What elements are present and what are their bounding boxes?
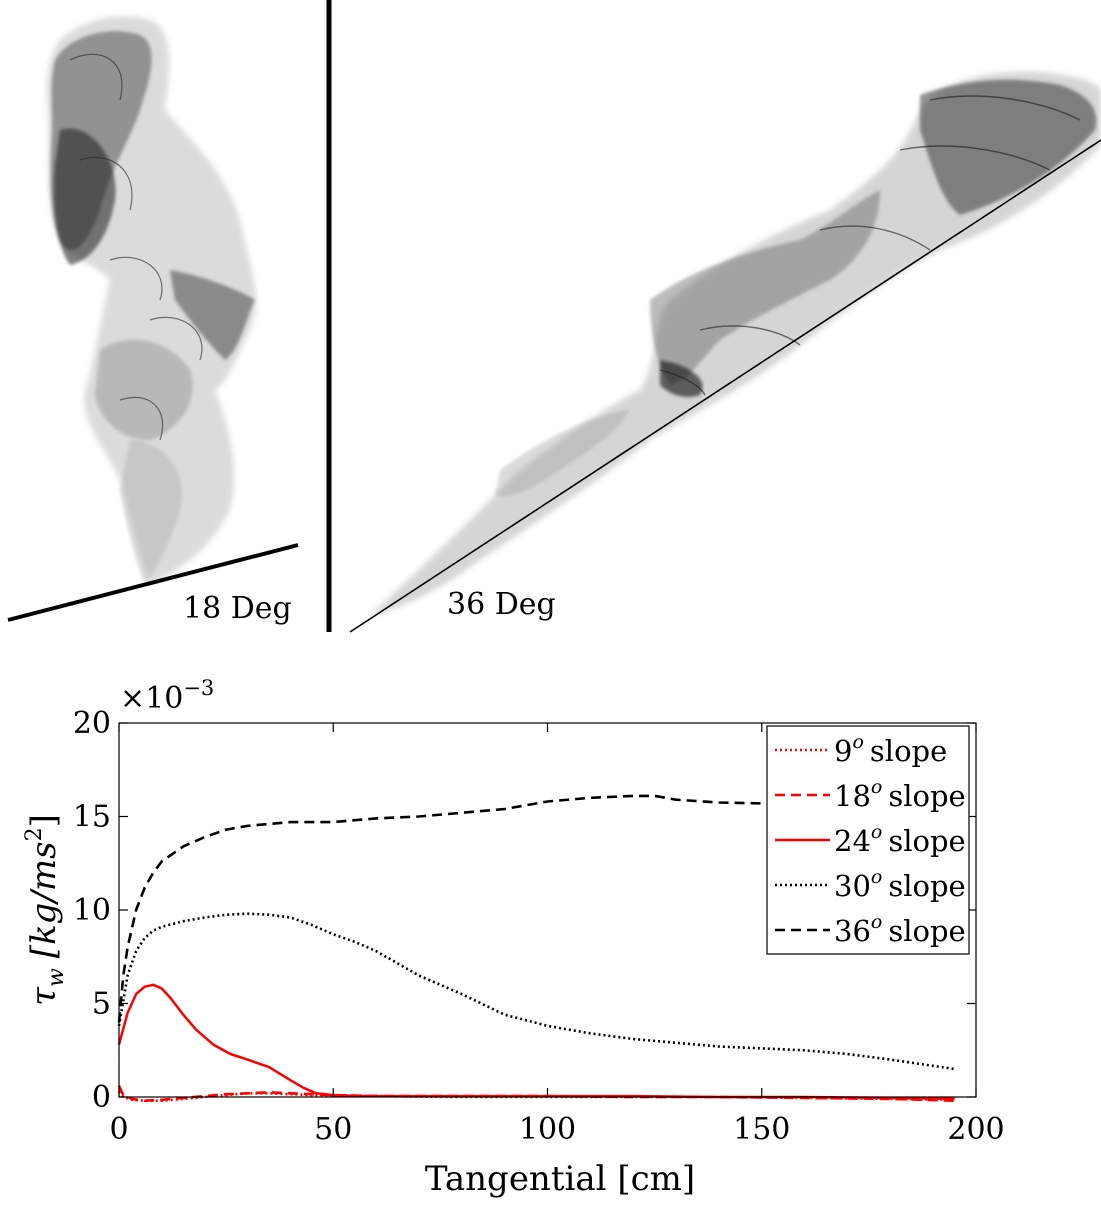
- legend-degree-value: 24: [834, 824, 871, 858]
- legend-slope-text: slope: [888, 824, 965, 858]
- exponent-base: ×10: [120, 681, 183, 716]
- legend-degree-value: 18: [834, 779, 871, 813]
- y-axis-symbol: τ: [24, 986, 64, 1006]
- legend-slope-text: slope: [888, 869, 965, 903]
- series-line-30-deg: [117, 912, 955, 1071]
- y-axis-units-close: ]: [24, 814, 64, 827]
- legend-degree-mark: o: [871, 911, 882, 933]
- x-tick-label: 100: [519, 1112, 576, 1147]
- x-tick-label: 150: [733, 1112, 790, 1147]
- x-tick-label: 50: [314, 1112, 352, 1147]
- legend-label-9-deg: 9o slope: [834, 731, 947, 768]
- shear-stress-chart: 0 50 100 150 200 0 5 10 15 20 ×10−3 Tangential […: [22, 676, 1005, 1199]
- y-tick-label: 0: [92, 1080, 111, 1115]
- legend-label-36-deg: 36o slope: [834, 911, 966, 948]
- y-tick-label: 10: [73, 893, 111, 928]
- legend-label-24-deg: 24o slope: [834, 821, 966, 858]
- exponent-label: ×10−3: [120, 676, 214, 716]
- y-tick-label: 20: [73, 706, 111, 741]
- legend-degree-value: 30: [834, 869, 871, 903]
- x-tick-label: 0: [109, 1112, 128, 1147]
- y-tick-label: 15: [73, 800, 111, 835]
- series-line-24-deg: [117, 983, 955, 1101]
- legend-slope-text: slope: [888, 779, 965, 813]
- y-axis-units-superscript: 2: [22, 827, 47, 841]
- x-axis-label: Tangential [cm]: [425, 1159, 695, 1199]
- plume-36-deg-illustration: [370, 71, 1101, 615]
- slope-line-36-deg: [349, 139, 1101, 633]
- legend-degree-mark: o: [852, 731, 863, 753]
- right-plume-panel: 36 Deg: [349, 71, 1101, 633]
- legend-degree-mark: o: [871, 821, 882, 843]
- legend-slope-text: slope: [888, 914, 965, 948]
- legend-degree-mark: o: [871, 776, 882, 798]
- left-panel-label: 18 Deg: [183, 591, 292, 626]
- exponent-power: −3: [183, 676, 214, 700]
- y-axis-units: [kg/ms: [24, 841, 64, 958]
- y-axis-label: τw [kg/ms2]: [22, 814, 69, 1006]
- right-panel-label: 36 Deg: [447, 587, 556, 622]
- x-tick-label: 200: [947, 1112, 1004, 1147]
- y-axis-subscript: w: [44, 968, 69, 987]
- legend-degree-value: 9: [834, 734, 852, 768]
- legend-degree-value: 36: [834, 914, 871, 948]
- left-plume-panel: 18 Deg: [7, 16, 299, 626]
- series-line-36-deg: [117, 794, 955, 1023]
- y-tick-label: 5: [92, 987, 111, 1022]
- legend-label-30-deg: 30o slope: [834, 866, 966, 903]
- slope-line-18-deg: [7, 543, 299, 622]
- plume-18-deg-illustration: [46, 16, 256, 585]
- x-axis-ticks: 0 50 100 150 200: [109, 723, 1005, 1147]
- y-axis-ticks: 0 5 10 15 20: [73, 706, 976, 1115]
- legend-slope-text: slope: [870, 734, 947, 768]
- legend-label-18-deg: 18o slope: [834, 776, 966, 813]
- legend-degree-mark: o: [871, 866, 882, 888]
